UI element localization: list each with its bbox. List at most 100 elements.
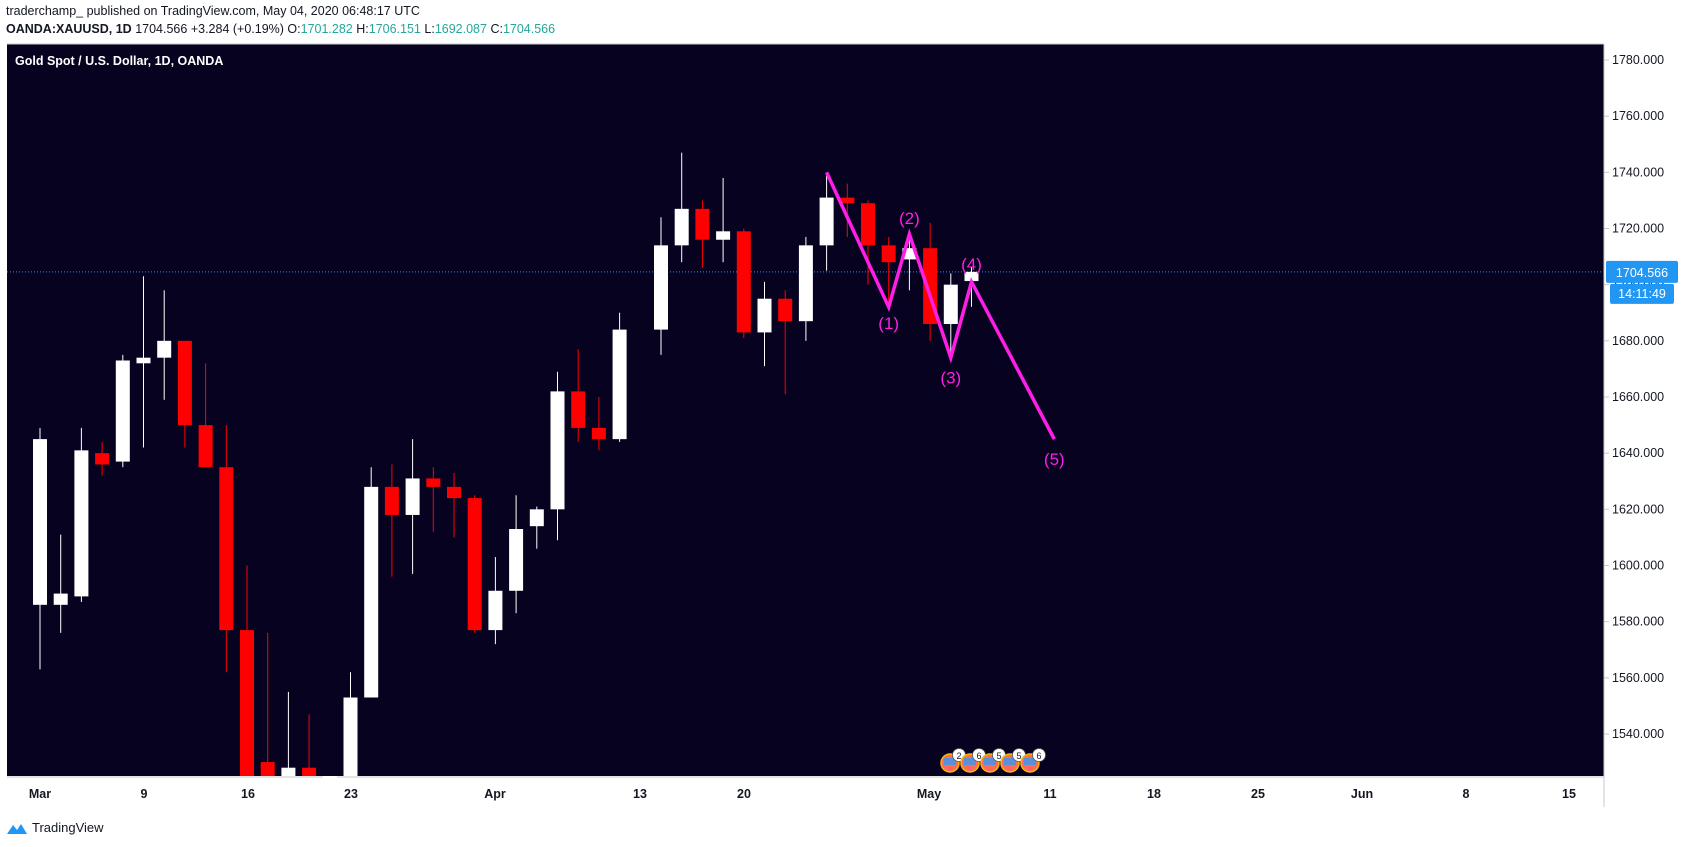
candle-body[interactable] — [861, 203, 875, 246]
candle-body[interactable] — [881, 245, 896, 263]
y-tick-label: 1580.000 — [1612, 615, 1664, 629]
x-tick-label: 9 — [141, 787, 148, 801]
countdown-box — [1610, 283, 1674, 304]
price-change: +3.284 (+0.19%) — [190, 22, 284, 36]
candle-body[interactable] — [757, 298, 772, 333]
candle-body[interactable] — [74, 450, 89, 597]
candle-body[interactable] — [488, 590, 503, 631]
event-flag-stripe-icon — [964, 758, 976, 765]
x-tick-label: 11 — [1043, 787, 1056, 801]
y-tick-label: 1720.000 — [1612, 222, 1664, 236]
open-value: 1701.282 — [300, 22, 353, 36]
event-flag-stripe-icon — [1024, 758, 1036, 765]
x-tick-label: 20 — [737, 787, 751, 801]
candle-body[interactable] — [115, 360, 130, 462]
tradingview-footer[interactable]: TradingView — [6, 820, 104, 835]
candle-body[interactable] — [695, 208, 710, 240]
candle-body[interactable] — [343, 697, 358, 776]
tradingview-logo-icon — [7, 823, 27, 834]
candle-body[interactable] — [364, 486, 379, 698]
candle-body[interactable] — [219, 467, 234, 631]
candle-body[interactable] — [964, 271, 979, 282]
wave-label: (3) — [940, 369, 961, 388]
y-tick-label: 1620.000 — [1612, 502, 1664, 516]
ohlc-legend: OANDA:XAUUSD, 1D 1704.566 +3.284 (+0.19%… — [6, 22, 555, 36]
x-tick-label: Mar — [29, 787, 51, 801]
candle-body[interactable] — [198, 425, 213, 468]
chart-title: Gold Spot / U.S. Dollar, 1D, OANDA — [15, 54, 223, 68]
open-label: O: — [287, 22, 301, 36]
last-price-label: 1704.566 14:11:49 — [1606, 260, 1678, 304]
close-label: C: — [490, 22, 503, 36]
candle-body[interactable] — [281, 767, 296, 776]
candle-body[interactable] — [240, 630, 254, 776]
last-price: 1704.566 — [135, 22, 188, 36]
y-tick-label: 1540.000 — [1612, 727, 1664, 741]
y-tick-label: 1660.000 — [1612, 390, 1664, 404]
wave-label: (2) — [899, 209, 920, 228]
low-value: 1692.087 — [434, 22, 487, 36]
candle-body[interactable] — [426, 478, 441, 487]
candle-body[interactable] — [33, 439, 47, 605]
candle-body[interactable] — [674, 208, 689, 246]
event-count-badge — [1032, 748, 1046, 762]
candle-body[interactable] — [405, 478, 420, 515]
event-count: 2 — [956, 751, 961, 761]
candle-body[interactable] — [322, 776, 337, 778]
x-tick-label: 15 — [1562, 787, 1576, 801]
x-tick-label: 18 — [1147, 787, 1161, 801]
candle-body[interactable] — [798, 245, 813, 322]
event-flag-stripe-icon — [984, 758, 996, 765]
wave-label: (5) — [1044, 450, 1065, 469]
candle-body[interactable] — [902, 248, 917, 260]
candle-body[interactable] — [840, 197, 855, 204]
candle-body[interactable] — [177, 340, 192, 426]
candle-body[interactable] — [384, 486, 399, 515]
elliott-wave-line[interactable] — [825, 171, 1056, 440]
event-count: 5 — [996, 751, 1001, 761]
candle-body[interactable] — [509, 528, 524, 591]
y-tick-label: 1760.000 — [1612, 109, 1664, 123]
candle-body[interactable] — [716, 231, 731, 240]
countdown-text: 14:11:49 — [1618, 287, 1666, 301]
candle-body[interactable] — [550, 391, 565, 510]
candle-body[interactable] — [53, 593, 68, 605]
event-flag-stripe-icon — [944, 758, 956, 765]
candle-body[interactable] — [95, 453, 110, 465]
high-label: H: — [356, 22, 369, 36]
candle-body[interactable] — [136, 357, 151, 364]
plot-background[interactable] — [7, 44, 1604, 776]
x-tick-label: Apr — [484, 787, 506, 801]
y-tick-label: 1560.000 — [1612, 671, 1664, 685]
close-value: 1704.566 — [502, 22, 556, 36]
candle-body[interactable] — [529, 509, 544, 527]
event-flag-stripe-icon — [1004, 758, 1016, 765]
x-tick-label: 8 — [1463, 787, 1470, 801]
candle-body[interactable] — [612, 329, 627, 440]
candle-body[interactable] — [157, 340, 172, 358]
publish-info: traderchamp_ published on TradingView.co… — [6, 4, 420, 18]
x-tick-label: 16 — [241, 787, 255, 801]
symbol-label: OANDA:XAUUSD, 1D — [6, 22, 132, 36]
candle-body[interactable] — [260, 762, 275, 776]
candle-body[interactable] — [467, 498, 482, 631]
candle-body[interactable] — [943, 284, 958, 324]
last-price-label-text: 1704.566 — [1616, 266, 1668, 280]
candle-body[interactable] — [571, 391, 586, 428]
x-tick-label: 25 — [1251, 787, 1265, 801]
event-count: 5 — [1016, 751, 1021, 761]
wave-label: (4) — [961, 255, 982, 274]
candle-body[interactable] — [591, 427, 606, 440]
candle-body[interactable] — [778, 298, 793, 322]
candle-body[interactable] — [654, 245, 668, 330]
x-tick-label: 13 — [633, 787, 647, 801]
tradingview-brand: TradingView — [32, 820, 104, 835]
event-count: 6 — [976, 751, 981, 761]
candle-body[interactable] — [819, 197, 834, 246]
candle-body[interactable] — [736, 231, 751, 333]
y-tick-label: 1780.000 — [1612, 53, 1664, 67]
candle-body[interactable] — [302, 767, 317, 776]
candle-body[interactable] — [447, 486, 461, 499]
last-price-box — [1606, 260, 1678, 283]
